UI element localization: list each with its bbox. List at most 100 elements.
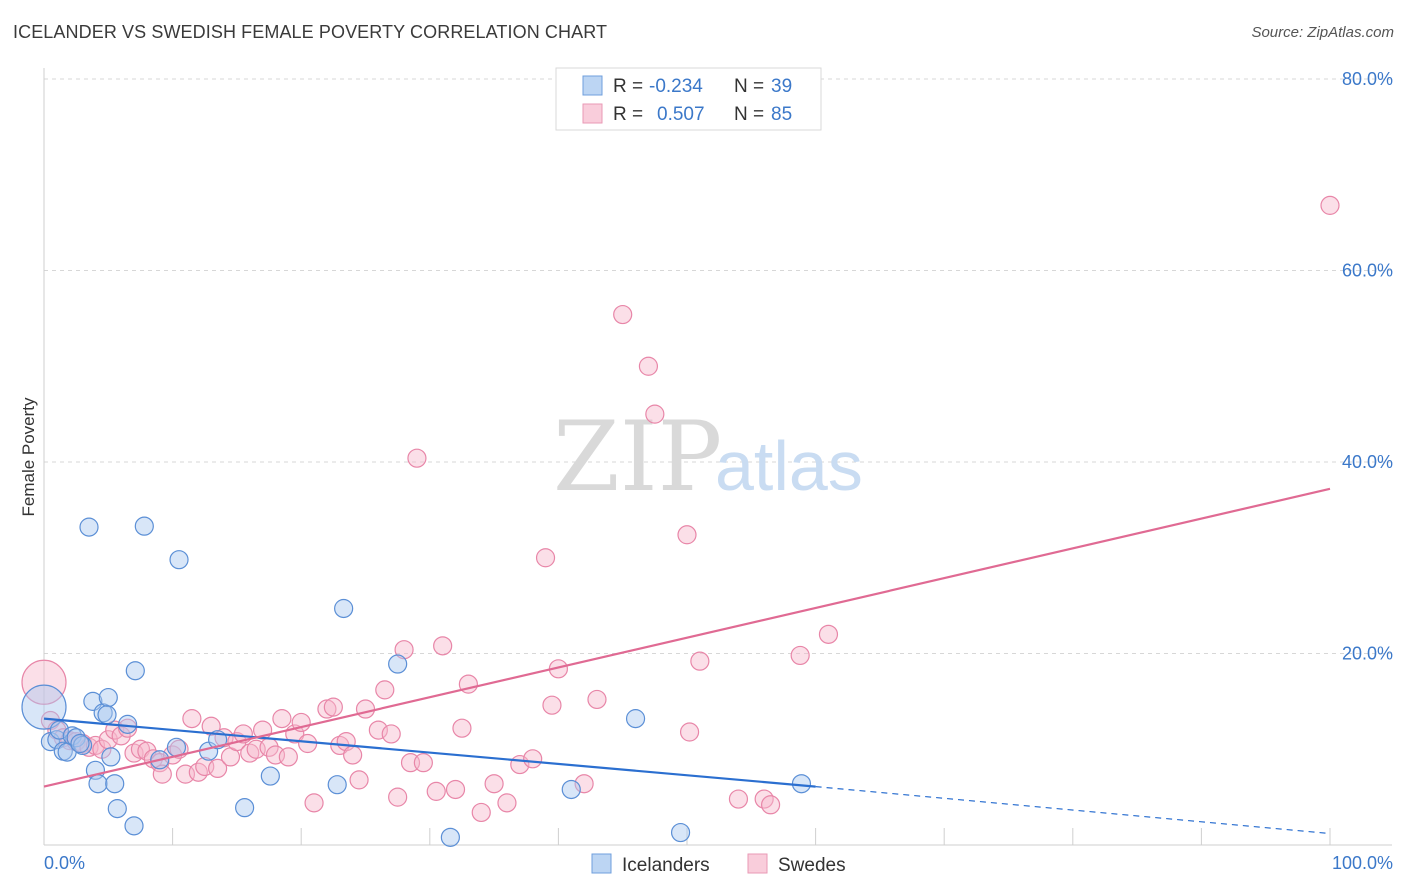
legend-r-value-icelanders: -0.234 xyxy=(649,76,703,97)
legend: R = -0.234 N = 39 R = 0.507 N = 85 xyxy=(555,67,822,131)
bottom-legend-swatch-icelanders xyxy=(591,853,612,874)
y-tick-label-1: 40.0% xyxy=(1342,452,1393,472)
series-swedes-points xyxy=(21,195,1340,823)
icelanders-point-35 xyxy=(670,822,691,843)
swedes-point-73 xyxy=(613,304,633,325)
y-tick-label-0: 20.0% xyxy=(1342,644,1393,664)
swedes-point-69 xyxy=(542,695,562,715)
swedes-point-58 xyxy=(426,781,446,801)
swedes-point-79 xyxy=(728,789,749,809)
swedes-point-51 xyxy=(375,680,395,700)
legend-n-value-swedes: 85 xyxy=(771,104,792,125)
icelanders-point-19 xyxy=(124,816,144,836)
watermark-atlas: atlas xyxy=(715,427,863,505)
swedes-point-49 xyxy=(355,699,376,719)
swedes-point-68 xyxy=(535,548,556,568)
swedes-point-12 xyxy=(111,726,131,746)
swedes-point-44 xyxy=(323,697,343,717)
swedes-point-83 xyxy=(818,624,839,644)
swedes-point-72 xyxy=(587,689,607,710)
axes xyxy=(43,68,1392,846)
swedes-point-38 xyxy=(278,747,298,767)
trend-lines xyxy=(43,487,1331,835)
swedes-point-64 xyxy=(484,774,504,794)
icelanders-point-20 xyxy=(125,661,145,681)
watermark-zip: ZIP xyxy=(553,401,722,513)
swedes-point-23 xyxy=(182,709,202,729)
icelanders-point-29 xyxy=(327,775,347,795)
icelanders-point-21 xyxy=(134,516,154,536)
trend-line-icelanders xyxy=(43,717,816,788)
swedes-point-19 xyxy=(152,764,172,784)
swedes-point-57 xyxy=(413,753,433,773)
legend-n-label-icelanders: N = xyxy=(734,76,764,97)
grid-lines xyxy=(44,78,1392,654)
legend-swatch-icelanders xyxy=(582,75,603,96)
icelanders-point-12 xyxy=(88,774,108,794)
trend-line-icelanders-extension xyxy=(815,785,1331,835)
swedes-point-52 xyxy=(381,724,401,744)
icelanders-point-30 xyxy=(334,598,354,619)
swedes-point-65 xyxy=(497,793,517,813)
legend-swatch-swedes xyxy=(582,103,603,124)
y-tick-labels: 20.0% 40.0% 60.0% 80.0% xyxy=(1342,69,1393,664)
bottom-legend-label-icelanders: Icelanders xyxy=(622,855,710,876)
swedes-point-53 xyxy=(388,787,408,807)
swedes-point-76 xyxy=(677,525,697,545)
swedes-point-48 xyxy=(349,770,369,790)
source-label: Source: ZipAtlas.com xyxy=(1251,24,1394,41)
icelanders-point-34 xyxy=(625,709,646,729)
swedes-point-74 xyxy=(638,356,659,376)
bottom-legend-label-swedes: Swedes xyxy=(778,855,846,876)
icelanders-point-17 xyxy=(107,799,127,819)
swedes-point-50 xyxy=(368,720,388,740)
icelanders-point-24 xyxy=(169,550,189,570)
legend-n-label-swedes: N = xyxy=(734,104,764,125)
swedes-point-56 xyxy=(407,448,427,468)
icelanders-point-0 xyxy=(21,684,67,730)
icelanders-point-9 xyxy=(79,517,99,537)
swedes-point-67 xyxy=(523,749,543,769)
legend-n-value-icelanders: 39 xyxy=(771,76,792,97)
icelanders-point-27 xyxy=(235,798,255,818)
swedes-point-61 xyxy=(452,718,472,738)
icelanders-point-32 xyxy=(440,827,460,847)
y-tick-label-3: 80.0% xyxy=(1342,69,1393,89)
x-tick-label-1: 100.0% xyxy=(1332,853,1393,873)
swedes-point-41 xyxy=(298,733,318,754)
swedes-point-0 xyxy=(21,659,67,705)
y-tick-label-2: 60.0% xyxy=(1342,261,1393,281)
y-axis-label: Female Poverty xyxy=(19,397,38,517)
swedes-point-75 xyxy=(645,404,665,424)
swedes-point-77 xyxy=(679,722,700,742)
trend-line-swedes xyxy=(43,487,1331,788)
swedes-point-59 xyxy=(433,636,453,656)
x-tick-labels: 0.0% 100.0% xyxy=(44,853,1393,873)
icelanders-point-16 xyxy=(105,774,125,794)
swedes-point-78 xyxy=(690,651,710,671)
swedes-point-82 xyxy=(790,645,810,666)
chart-title: ICELANDER VS SWEDISH FEMALE POVERTY CORR… xyxy=(13,22,608,42)
swedes-point-54 xyxy=(394,640,414,660)
swedes-point-84 xyxy=(1320,195,1340,215)
swedes-point-37 xyxy=(272,709,292,729)
watermark: ZIP atlas xyxy=(553,401,863,513)
swedes-point-27 xyxy=(208,758,228,779)
icelanders-point-33 xyxy=(561,779,581,800)
icelanders-point-14 xyxy=(98,687,118,708)
icelanders-point-31 xyxy=(388,654,408,674)
bottom-legend: Icelanders Swedes xyxy=(591,853,846,876)
legend-r-label-icelanders: R = xyxy=(613,76,643,97)
bottom-legend-swatch-swedes xyxy=(747,853,768,874)
swedes-point-47 xyxy=(343,745,363,765)
icelanders-point-38 xyxy=(70,733,90,754)
legend-r-value-swedes: 0.507 xyxy=(657,104,705,125)
icelanders-point-28 xyxy=(260,766,280,786)
swedes-point-42 xyxy=(304,793,324,813)
icelanders-point-37 xyxy=(97,705,117,725)
legend-r-label-swedes: R = xyxy=(613,104,643,125)
swedes-point-63 xyxy=(471,802,491,823)
x-tick-label-0: 0.0% xyxy=(44,853,85,873)
swedes-point-81 xyxy=(760,795,781,815)
